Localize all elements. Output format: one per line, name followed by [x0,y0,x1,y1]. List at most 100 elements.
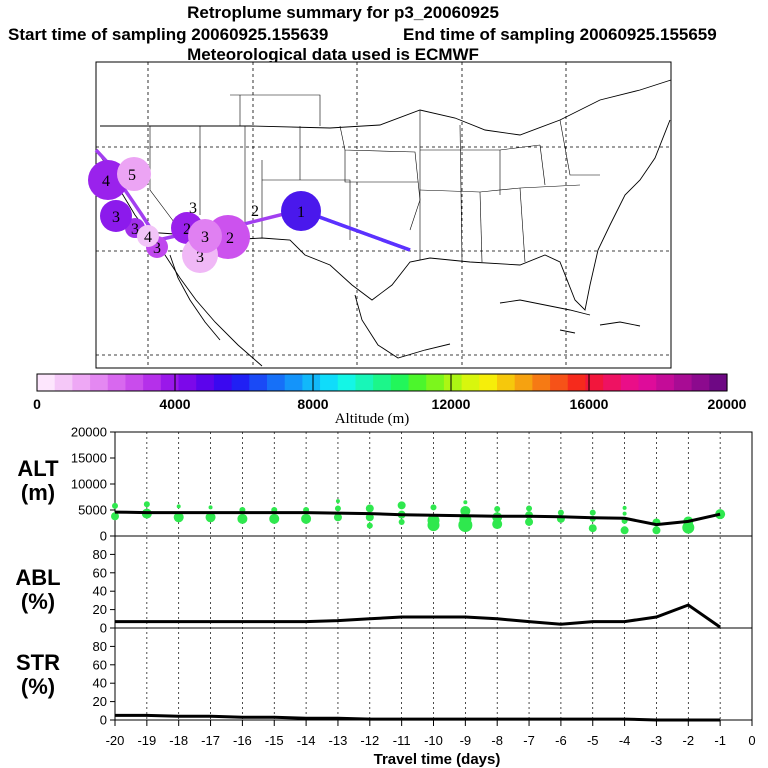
x-tick-label: -19 [137,733,156,748]
abl-label: ABL [15,565,60,590]
colorbar-tick-label: 20000 [708,396,747,412]
colorbar-tick-label: 8000 [297,396,328,412]
alt-scatter-point [494,505,501,512]
cluster-4b-label: 4 [102,173,110,190]
x-tick-label: -11 [393,733,411,748]
colorbar-swatch [143,374,162,391]
alt-scatter-points [111,499,726,535]
alt-scatter-point [173,512,184,523]
x-tick-label: -3 [651,733,663,748]
abl-y-ticks: 0 20 40 60 80 [93,547,115,636]
colorbar-label: Altitude (m) [335,411,410,427]
x-tick-label: -6 [555,733,567,748]
alt-scatter-point [176,504,181,509]
altitude-colorbar: 0 4000 8000 12000 16000 20000 Altitude (m) [33,373,747,427]
colorbar-swatches [37,374,728,391]
alt-scatter-point [430,504,437,511]
colorbar-swatch [355,374,374,391]
x-tick-label: -7 [523,733,535,748]
alt-scatter-point [365,513,374,522]
x-axis-label: Travel time (days) [374,751,501,768]
x-axis-ticks: -20 -19 -18 -17 -16 -15 -14 -13 -12 -11 -10 -9 -8 -7-… [106,720,756,748]
x-tick-label: -1 [714,733,726,748]
cluster-3e-label: 3 [189,200,197,217]
title-start-time: Start time of sampling 20060925.155639 [8,25,328,44]
cluster-2b-label: 2 [183,221,191,238]
cluster-4a-circle [137,225,159,247]
colorbar-swatch [550,374,569,391]
alt-scatter-point [588,524,597,533]
colorbar-swatch [656,374,675,391]
colorbar-swatch [320,374,339,391]
alt-y-tick-label: 5000 [78,503,107,518]
cluster-5-label: 5 [128,167,136,184]
alt-scatter-point [208,505,213,510]
cluster-3e: 3 [189,200,197,217]
str-y-tick-label: 40 [93,676,107,691]
cluster-2c: 2 [251,203,259,220]
colorbar-swatch [426,374,445,391]
colorbar-swatch [107,374,127,391]
abl-y-tick-label: 80 [93,547,107,562]
cluster-3f-label: 3 [112,209,120,226]
str-line [115,713,721,722]
alt-scatter-point [526,505,533,512]
x-tick-label: -15 [265,733,284,748]
colorbar-swatch [337,374,357,391]
colorbar-ticks: 0 4000 8000 12000 16000 20000 [33,374,747,412]
x-tick-label: -2 [683,733,695,748]
cluster-4a: 4 [137,225,159,247]
x-tick-label: -9 [460,733,472,748]
alt-y-ticks: 0 5000 10000 15000 20000 [71,425,115,544]
colorbar-swatch [532,374,551,391]
str-y-tick-label: 60 [93,657,107,672]
title-end-time: End time of sampling 20060925.155659 [403,25,717,44]
map-state-borders [149,94,600,263]
colorbar-tick-label: 4000 [159,396,190,412]
alt-mean-line [114,510,721,527]
str-unit: (%) [21,674,55,699]
colorbar-swatch [160,374,180,391]
alt-scatter-point [398,518,405,525]
cluster-4a-label: 4 [144,229,152,246]
x-tick-label: -18 [169,733,188,748]
colorbar-swatch [691,374,710,391]
x-tick-label: -17 [201,733,220,748]
alt-scatter-point [427,514,440,527]
colorbar-swatch [284,374,303,391]
x-tick-label: -5 [587,733,599,748]
cluster-3b: 3 [188,219,222,253]
colorbar-swatch [479,374,498,391]
alt-unit: (m) [21,480,55,505]
vertical-grid [146,432,721,720]
alt-y-tick-label: 10000 [71,477,107,492]
alt-scatter-point [622,505,627,510]
alt-y-tick-label: 15000 [71,451,107,466]
x-tick-label: -10 [424,733,443,748]
cluster-1: 1 [281,191,321,231]
str-y-tick-label: 20 [93,694,107,709]
alt-scatter-point [589,509,596,516]
cluster-3c-label: 3 [131,221,139,238]
colorbar-swatch [302,374,321,391]
abl-y-tick-label: 0 [100,621,107,636]
colorbar-swatch [249,374,268,391]
alt-scatter-point [205,512,216,523]
alt-scatter-point [525,517,534,526]
alt-scatter-point [111,512,119,521]
map-grid [96,62,671,368]
colorbar-swatch [231,374,250,391]
cluster-2c-label: 2 [251,203,259,220]
colorbar-swatch [585,374,604,391]
alt-scatter-point [301,513,312,524]
x-tick-label: -8 [491,733,503,748]
colorbar-swatch [37,374,56,391]
colorbar-swatch [408,374,427,391]
cluster-3f-circle [100,200,132,232]
x-tick-label: -13 [329,733,348,748]
str-y-ticks: 0 20 40 60 80 [93,639,115,728]
colorbar-swatch [125,374,144,391]
colorbar-swatch [373,374,392,391]
colorbar-swatch [620,374,640,391]
colorbar-swatch [390,374,410,391]
